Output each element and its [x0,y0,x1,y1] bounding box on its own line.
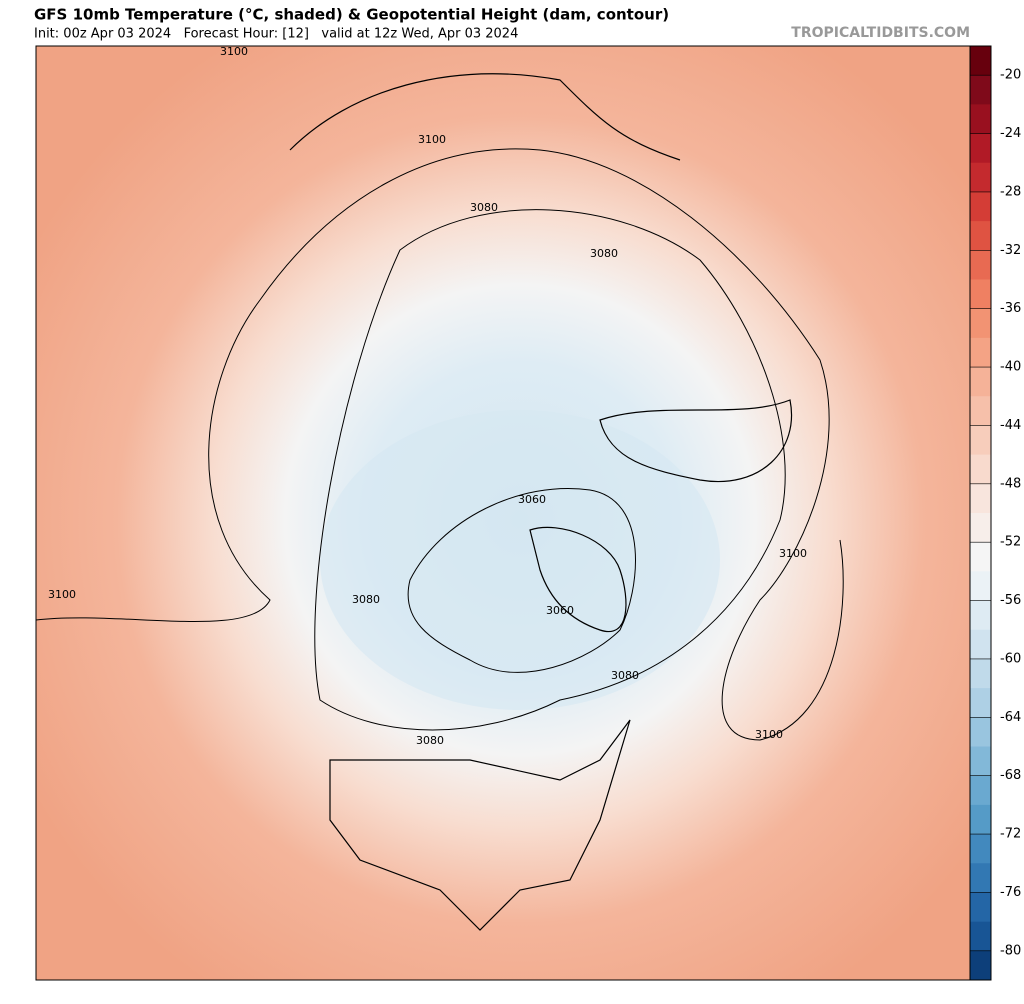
colorbar-tick-label: -36 [1000,301,1021,316]
colorbar-frame [969,45,992,981]
colorbar-tick-label: -44 [1000,418,1021,433]
colorbar-tick-label: -56 [1000,593,1021,608]
contour-label: 3060 [546,604,574,617]
colorbar-segment [970,717,991,747]
colorbar-segment [970,104,991,135]
colorbar-segment [970,367,991,397]
colorbar-tick-label: -48 [1000,476,1021,491]
colorbar-segment [970,425,991,456]
contour-3100 [36,148,844,741]
colorbar-segment [970,75,991,105]
colorbar-segment [970,629,991,660]
colorbar-segment [970,950,991,981]
greenland [529,526,627,633]
title: GFS 10mb Temperature (°C, shaded) & Geop… [34,6,669,24]
colorbar-segment [970,279,991,310]
contour-label: 3060 [518,493,546,506]
contour-label: 3080 [416,734,444,747]
colorbar-segment [970,571,991,602]
contour-label: 3100 [220,45,248,58]
colorbar-tick-label: -52 [1000,535,1021,550]
contour-label: 3100 [48,588,76,601]
asia [289,73,681,161]
colorbar-segment [970,804,991,835]
contour-label: 3080 [611,669,639,682]
europe [599,399,793,483]
colorbar-tick-label: -76 [1000,885,1021,900]
contour-label: 3080 [470,201,498,214]
colorbar-segment [970,746,991,777]
contours [36,148,844,741]
colorbar-tick-label: -60 [1000,651,1021,666]
colorbar-segment [970,834,991,864]
subtitle: Init: 00z Apr 03 2024 Forecast Hour: [12… [34,27,518,42]
colorbar-segment [970,600,991,631]
colorbar-tick-label: -24 [1000,126,1021,141]
colorbar-segment [970,542,991,572]
colorbar-segment [970,688,991,718]
colorbar-tick-label: -32 [1000,243,1021,258]
contour-label: 3080 [590,247,618,260]
colorbar-tick-label: -40 [1000,360,1021,375]
colorbar-segment [970,658,991,689]
contour-3060 [407,488,636,673]
colorbar-segment [970,337,991,368]
colorbar-segment [970,191,991,222]
colorbar-segment [970,308,991,339]
colorbar-segment [970,454,991,485]
map [36,46,970,980]
colorbar-segment [970,483,991,514]
contour-label: 3080 [352,593,380,606]
colorbar-tick-label: -80 [1000,943,1021,958]
colorbar-segment [970,396,991,426]
colorbar-segment [970,775,991,806]
colorbar-tick-label: -68 [1000,768,1021,783]
colorbar-segment [970,221,991,251]
contour-label: 3100 [779,547,807,560]
colorbar-segment [970,46,991,76]
cold-core [320,410,720,710]
colorbar-tick-label: -72 [1000,827,1021,842]
coastlines [289,73,793,931]
colorbar-tick-label: -20 [1000,68,1021,83]
colorbar-segment [970,892,991,923]
colorbar-tick-label: -64 [1000,710,1021,725]
source: TROPICALTIDBITS.COM [791,25,970,41]
contour-3080 [314,209,786,731]
north-america [329,719,631,931]
colorbar-segment [970,921,991,952]
contour-label: 3100 [418,133,446,146]
colorbar-segment [970,250,991,280]
contour-label: 3100 [755,728,783,741]
colorbar-segment [970,513,991,543]
colorbar-segment [970,133,991,164]
colorbar-tick-label: -28 [1000,184,1021,199]
colorbar-segment [970,863,991,893]
colorbar-segment [970,162,991,193]
